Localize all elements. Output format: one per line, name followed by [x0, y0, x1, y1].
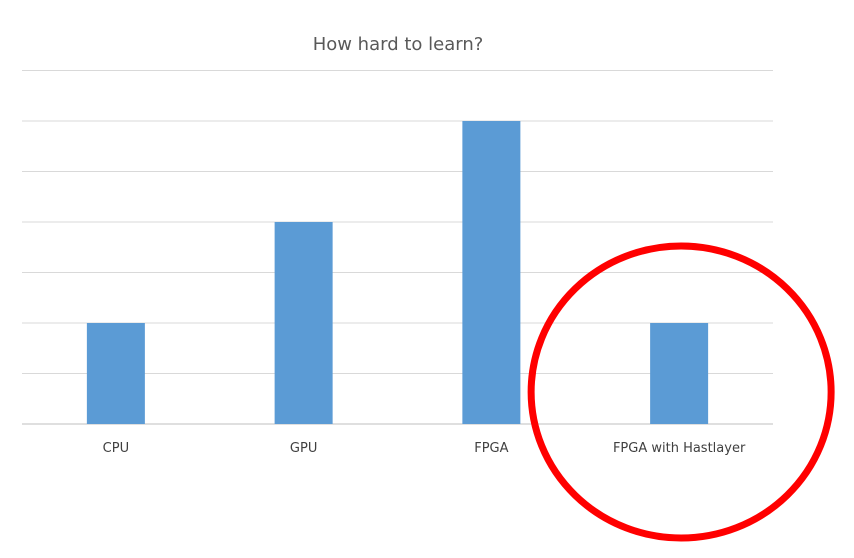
- bar-cpu: [86, 323, 145, 424]
- highlight-annotation: [527, 242, 835, 542]
- x-tick-label: FPGA: [474, 441, 508, 456]
- gridlines: [22, 70, 773, 425]
- bar-gpu: [274, 222, 333, 424]
- x-tick-label: GPU: [290, 441, 317, 456]
- bar-fpga-with-hastlayer: [650, 323, 709, 424]
- category-labels: CPU GPU FPGA FPGA with Hastlayer: [103, 441, 746, 456]
- bars: [86, 121, 709, 424]
- x-tick-label: CPU: [103, 441, 129, 456]
- bar-fpga: [462, 121, 521, 424]
- x-tick-label: FPGA with Hastlayer: [613, 441, 746, 456]
- chart-title: How hard to learn?: [313, 34, 484, 55]
- highlight-circle: [527, 242, 835, 542]
